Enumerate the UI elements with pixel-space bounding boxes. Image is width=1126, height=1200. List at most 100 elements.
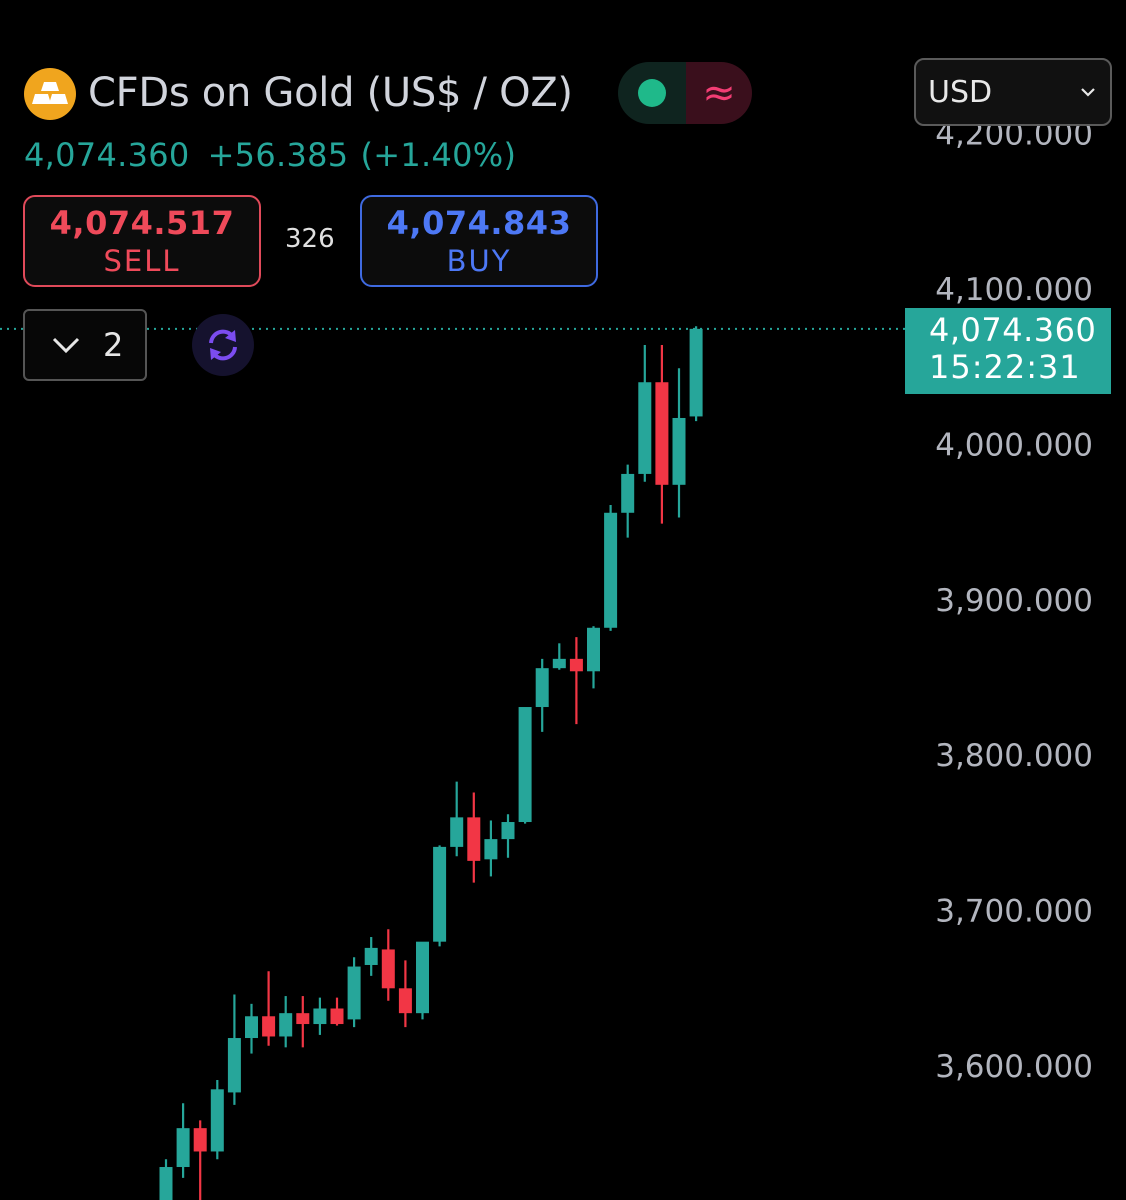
- candle: [210, 1079, 224, 1160]
- candle-body: [347, 966, 361, 1020]
- candle-body: [467, 817, 481, 861]
- y-tick-label: 3,700.000: [935, 894, 1093, 930]
- candle-body: [296, 1013, 310, 1025]
- candle-body: [587, 627, 600, 672]
- candle-body: [416, 941, 429, 1014]
- wave-icon: ≈: [686, 62, 752, 124]
- buy-label: BUY: [446, 244, 512, 278]
- candle: [484, 820, 498, 877]
- candle: [587, 626, 600, 689]
- candle-body: [279, 1013, 293, 1037]
- candle: [296, 996, 310, 1048]
- last-price: 4,074.360: [24, 136, 190, 174]
- candle-body: [689, 328, 703, 417]
- candle: [433, 845, 447, 947]
- sell-label: SELL: [103, 244, 181, 278]
- candle-body: [501, 822, 515, 840]
- candle: [364, 937, 378, 976]
- candle: [672, 368, 686, 518]
- candle: [279, 996, 293, 1048]
- candle: [467, 792, 481, 883]
- gold-bars-icon: [24, 68, 76, 120]
- candle-body: [672, 417, 686, 485]
- price-summary: 4,074.360 +56.385 (+1.40%): [24, 136, 516, 174]
- candle-body: [450, 817, 464, 847]
- candle-body: [176, 1128, 190, 1168]
- candle-body: [313, 1008, 327, 1025]
- candle-body: [484, 839, 498, 860]
- candle: [569, 637, 583, 725]
- candle: [159, 1159, 173, 1200]
- candles: [159, 326, 703, 1200]
- candle: [518, 707, 532, 824]
- candle: [450, 781, 464, 857]
- candle: [416, 941, 429, 1020]
- candle: [245, 1003, 258, 1054]
- y-axis-ticks: 3,600.000 3,700.000 3,800.000 3,900.000 4,00…: [935, 117, 1093, 1085]
- candle-body: [604, 512, 618, 628]
- collapse-toggle[interactable]: 2: [23, 309, 147, 381]
- candle-body: [193, 1128, 207, 1152]
- candle: [655, 344, 669, 524]
- chevron-down-icon: [52, 337, 80, 354]
- candle: [689, 326, 703, 422]
- candle: [398, 960, 412, 1028]
- candle-body: [433, 846, 447, 942]
- spread-value: 326: [285, 224, 335, 254]
- market-status-pill[interactable]: ≈: [618, 62, 752, 124]
- instrument-title: CFDs on Gold (US$ / OZ): [88, 70, 573, 116]
- last-price-label: 4,074.360 15:22:31: [905, 308, 1111, 394]
- candle: [381, 929, 395, 1001]
- candle-body: [552, 658, 566, 669]
- y-tick-label: 4,000.000: [935, 427, 1093, 463]
- candle-body: [364, 947, 378, 965]
- candle-body: [262, 1016, 276, 1037]
- candle: [501, 814, 515, 858]
- candle: [552, 643, 566, 670]
- candle-body: [398, 988, 412, 1014]
- candle-body: [518, 707, 532, 823]
- candle: [347, 957, 361, 1028]
- candle: [313, 997, 327, 1035]
- candle: [193, 1120, 207, 1200]
- candle-body: [159, 1167, 173, 1200]
- buy-button[interactable]: 4,074.843 BUY: [360, 195, 598, 287]
- candle-countdown: 15:22:31: [929, 348, 1081, 386]
- y-tick-label: 4,100.000: [935, 272, 1093, 308]
- candle: [604, 505, 618, 631]
- candle-body: [535, 668, 549, 708]
- currency-value: USD: [928, 74, 993, 110]
- currency-select[interactable]: USD: [914, 58, 1112, 126]
- live-dot-icon: [638, 79, 666, 107]
- price-change-percent: (+1.40%): [360, 136, 517, 174]
- candle: [176, 1103, 190, 1178]
- candle: [330, 997, 344, 1026]
- candle: [621, 464, 635, 538]
- candle-body: [638, 382, 652, 474]
- candle: [535, 658, 549, 732]
- candle-body: [621, 473, 635, 513]
- y-tick-label: 3,800.000: [935, 738, 1093, 774]
- refresh-icon: [209, 329, 237, 361]
- candle-body: [381, 949, 395, 989]
- candle-body: [655, 382, 669, 485]
- y-tick-label: 3,600.000: [935, 1049, 1093, 1085]
- candle-body: [245, 1016, 258, 1039]
- candle-body: [210, 1089, 224, 1152]
- sell-button[interactable]: 4,074.517 SELL: [23, 195, 261, 287]
- candle: [638, 344, 652, 482]
- candle-body: [330, 1008, 344, 1025]
- chevron-down-icon: [1081, 88, 1095, 97]
- buy-price: 4,074.843: [386, 204, 572, 242]
- candle-body: [569, 658, 583, 672]
- refresh-button[interactable]: [192, 314, 254, 376]
- last-price-label-value: 4,074.360: [929, 311, 1097, 349]
- price-change: +56.385: [207, 136, 349, 174]
- sell-price: 4,074.517: [49, 204, 235, 242]
- candle: [227, 994, 241, 1105]
- candle-body: [227, 1038, 241, 1093]
- collapse-count: 2: [103, 326, 124, 364]
- y-tick-label: 3,900.000: [935, 583, 1093, 619]
- candle: [262, 971, 276, 1046]
